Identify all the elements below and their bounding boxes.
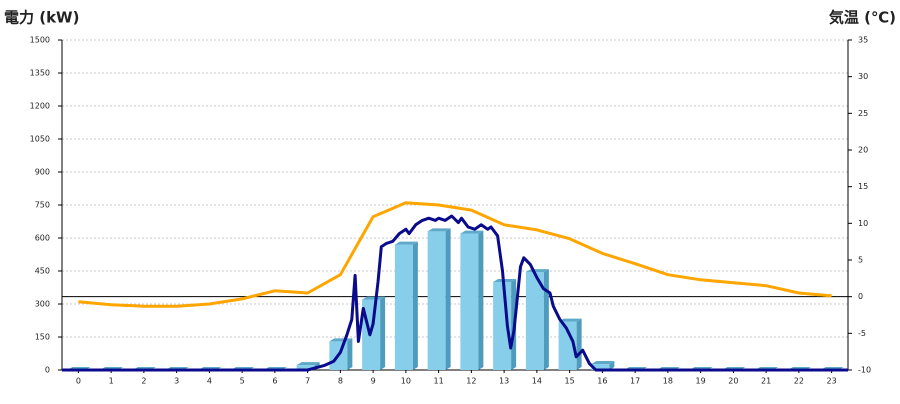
bar-face <box>558 321 577 370</box>
bar-face <box>394 244 413 370</box>
bar-face <box>296 365 315 370</box>
power-line <box>62 214 848 372</box>
y2-axis-title: 気温 (℃) <box>829 9 896 27</box>
x-tick-label: 20 <box>728 377 738 386</box>
bar-face <box>412 241 418 370</box>
bar-face <box>362 296 386 300</box>
x-tick-label: 21 <box>761 377 771 386</box>
temperature-line <box>78 201 832 308</box>
bar-face <box>558 318 582 322</box>
x-tick-label: 11 <box>434 377 444 386</box>
bar-face <box>296 362 320 366</box>
x-tick-label: 8 <box>338 377 343 386</box>
x-tick-label: 15 <box>565 377 575 386</box>
x-tick-label: 10 <box>401 377 411 386</box>
bar-face <box>609 361 615 370</box>
x-tick-label: 6 <box>272 377 277 386</box>
x-tick-label: 14 <box>532 377 542 386</box>
bar <box>394 241 418 370</box>
bar-face <box>445 228 451 370</box>
x-tick-label: 23 <box>827 377 837 386</box>
bar-face <box>591 361 615 365</box>
y-axis-title: 電力 (kW) <box>4 9 79 27</box>
y-tick-label: 1050 <box>30 135 50 144</box>
x-tick-label: 16 <box>597 377 607 386</box>
bar <box>558 318 582 370</box>
x-tick-label: 17 <box>630 377 640 386</box>
y2-tick-label: 30 <box>858 72 868 81</box>
y2-tick-label: 0 <box>858 292 863 301</box>
x-tick-label: 19 <box>696 377 706 386</box>
bar <box>591 361 615 370</box>
y-tick-label: 150 <box>35 333 50 342</box>
y2-tick-label: 35 <box>858 36 868 45</box>
x-tick-label: 3 <box>174 377 179 386</box>
bar-face <box>460 230 484 234</box>
y-tick-label: 1200 <box>30 102 50 111</box>
bar-face <box>427 228 451 232</box>
x-tick-label: 9 <box>371 377 376 386</box>
y2-tick-label: 20 <box>858 146 868 155</box>
x-tick-label: 2 <box>141 377 146 386</box>
bar-face <box>347 338 353 370</box>
bar-face <box>591 364 610 370</box>
bar-face <box>525 272 544 370</box>
x-tick-label: 7 <box>305 377 310 386</box>
y2-tick-label: 10 <box>858 219 868 228</box>
x-tick-label: 0 <box>76 377 81 386</box>
bar-face <box>478 230 484 370</box>
y2-tick-label: -10 <box>858 366 871 375</box>
y2-tick-label: 25 <box>858 109 868 118</box>
y-tick-label: 1350 <box>30 69 50 78</box>
bar <box>525 269 549 370</box>
y-tick-label: 750 <box>35 201 50 210</box>
x-tick-label: 13 <box>499 377 509 386</box>
bar-face <box>460 233 479 370</box>
x-tick-label: 5 <box>240 377 245 386</box>
y2-tick-label: 5 <box>858 256 863 265</box>
x-tick-label: 18 <box>663 377 673 386</box>
bar-face <box>576 318 582 370</box>
y-tick-label: 900 <box>35 168 50 177</box>
bar-face <box>427 231 446 370</box>
y2-tick-label: 15 <box>858 182 868 191</box>
bar <box>460 230 484 370</box>
bar-face <box>380 296 386 370</box>
bar-series <box>67 228 844 370</box>
x-tick-label: 22 <box>794 377 804 386</box>
x-tick-label: 12 <box>466 377 476 386</box>
y-tick-label: 600 <box>35 234 50 243</box>
bar <box>427 228 451 370</box>
bar-face <box>394 241 418 245</box>
bar-face <box>543 269 549 370</box>
x-tick-label: 1 <box>109 377 114 386</box>
y-tick-label: 1500 <box>30 36 50 45</box>
x-tick-label: 4 <box>207 377 212 386</box>
y-tick-label: 450 <box>35 267 50 276</box>
y2-tick-label: -5 <box>858 329 866 338</box>
y-tick-label: 300 <box>35 300 50 309</box>
y-tick-label: 0 <box>45 366 50 375</box>
